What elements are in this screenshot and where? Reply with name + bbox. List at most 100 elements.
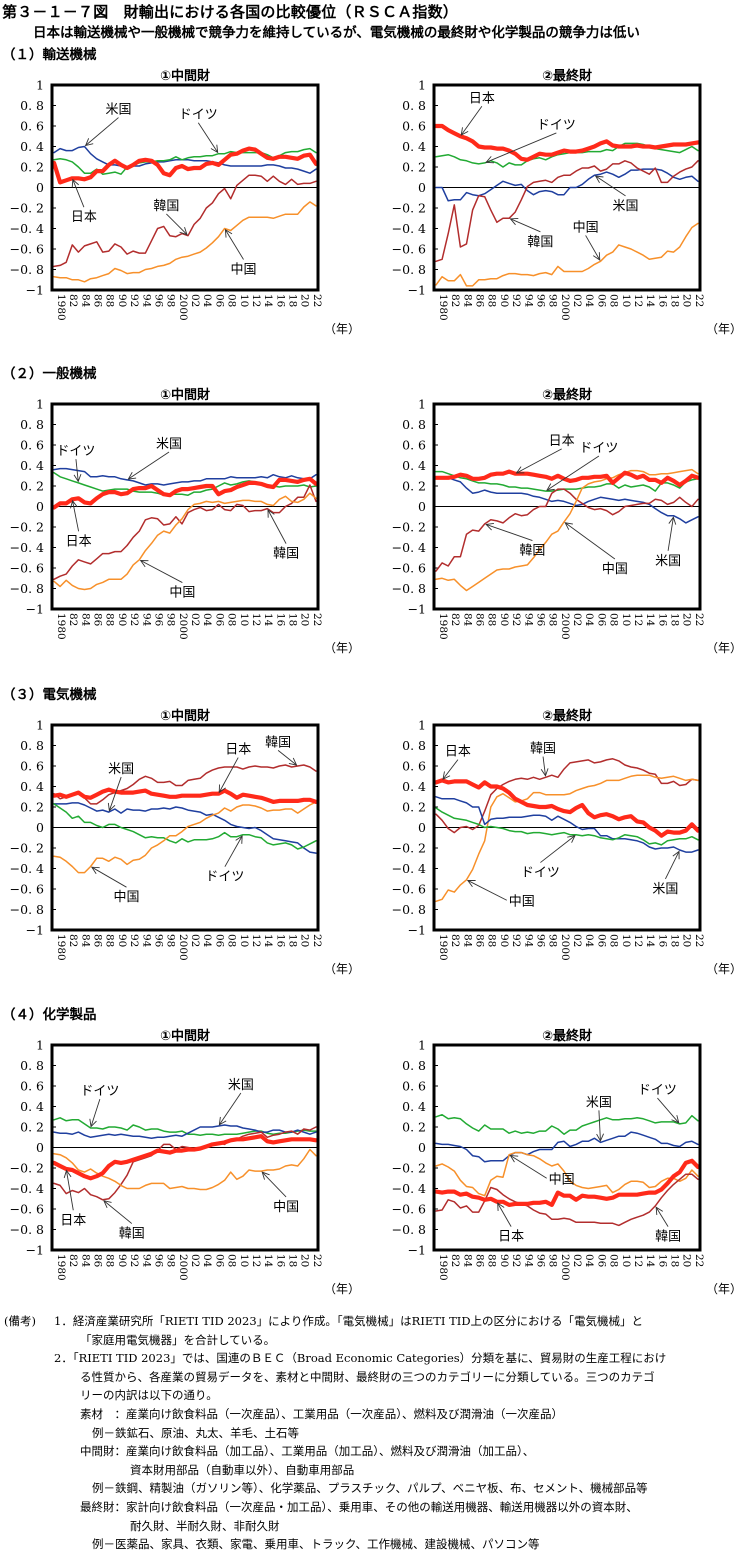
plot-frame bbox=[50, 402, 320, 611]
annotation-label-japan: 日本 bbox=[445, 745, 471, 760]
annotation-arrow bbox=[267, 509, 287, 544]
note-line: 2．「RIETI TID 2023」では、国連のＢＥＣ（Broad Econom… bbox=[54, 1351, 667, 1366]
series-line-usa bbox=[53, 467, 317, 486]
plot-frame bbox=[50, 1043, 320, 1252]
x-tick-label: 06 bbox=[595, 934, 607, 948]
x-axis-unit-label: （年） bbox=[706, 1282, 742, 1296]
section-title-general-machinery: （２）一般機械 bbox=[2, 366, 97, 382]
x-tick-label: 04 bbox=[583, 294, 595, 308]
y-tick-label: −0. 2 bbox=[10, 201, 44, 216]
y-tick-label: −0. 2 bbox=[392, 841, 426, 856]
y-tick-label: −1 bbox=[26, 1243, 44, 1258]
series-line-korea bbox=[53, 1126, 317, 1201]
annotation-label-korea: 韓国 bbox=[519, 544, 545, 559]
annotation-label-japan: 日本 bbox=[60, 1213, 86, 1228]
series-line-china bbox=[435, 774, 699, 903]
x-tick-label: 86 bbox=[474, 934, 486, 948]
y-tick-label: 1 bbox=[36, 78, 44, 93]
plot-frame bbox=[432, 402, 702, 611]
x-tick-label: 18 bbox=[669, 934, 681, 947]
x-tick-label: 18 bbox=[287, 1254, 299, 1267]
series-line-japan bbox=[51, 146, 319, 185]
x-tick-label: 10 bbox=[238, 294, 250, 307]
annotation-arrow bbox=[665, 851, 680, 880]
y-tick-label: 0. 6 bbox=[20, 438, 44, 453]
y-tick-label: 0. 2 bbox=[20, 1120, 44, 1135]
y-tick-label: −0. 8 bbox=[10, 1222, 44, 1237]
annotation-arrowhead-icon bbox=[672, 850, 680, 860]
annotation-arrowhead-icon bbox=[70, 499, 78, 509]
annotation-arrowhead-icon bbox=[89, 1118, 97, 1128]
x-tick-label: 22 bbox=[693, 1254, 705, 1267]
y-tick-label: 0. 8 bbox=[402, 738, 426, 753]
x-tick-label: 82 bbox=[449, 934, 461, 947]
annotation-arrowhead-icon bbox=[668, 516, 677, 525]
annotation-arrowhead-icon bbox=[107, 802, 116, 812]
x-tick-label: 04 bbox=[201, 934, 213, 948]
y-tick-label: 0. 8 bbox=[20, 1058, 44, 1073]
x-tick-label: 82 bbox=[67, 934, 79, 947]
annotation-arrow bbox=[72, 179, 85, 208]
x-tick-label: 82 bbox=[449, 294, 461, 307]
annotation-label-china: 中国 bbox=[549, 1172, 575, 1187]
x-tick-label: 20 bbox=[681, 934, 693, 947]
y-tick-label: 0. 4 bbox=[20, 1099, 44, 1114]
note-line: 最終財：家計向け飲食料品（一次産品・加工品）、乗用車、その他の輸送用機器、輸送用… bbox=[80, 1500, 638, 1514]
x-tick-label: 98 bbox=[165, 613, 177, 626]
x-tick-label: 10 bbox=[238, 934, 250, 947]
x-tick-label: 2000 bbox=[177, 934, 189, 961]
y-tick-label: 0. 6 bbox=[402, 438, 426, 453]
x-tick-label: 18 bbox=[287, 934, 299, 947]
note-line: 例－鉄鋼、精製油（ガソリン等）、化学薬品、プラスチック、パルプ、ベニヤ板、布、セ… bbox=[92, 1481, 648, 1496]
x-tick-label: 88 bbox=[104, 613, 116, 626]
annotation-arrowhead-icon bbox=[218, 1116, 227, 1126]
annotation-arrowhead-icon bbox=[127, 472, 137, 480]
y-tick-label: −0. 6 bbox=[392, 242, 426, 257]
x-tick-label: 12 bbox=[632, 294, 644, 307]
annotation-arrowhead-icon bbox=[71, 178, 79, 188]
x-tick-label: 92 bbox=[510, 294, 522, 307]
y-tick-label: 0. 2 bbox=[402, 1120, 426, 1135]
x-tick-label: 22 bbox=[693, 934, 705, 947]
x-tick-label: 16 bbox=[274, 934, 286, 948]
annotation-label-china: 中国 bbox=[231, 262, 257, 277]
x-axis-unit-label: （年） bbox=[324, 322, 360, 336]
x-tick-label: 94 bbox=[140, 294, 152, 308]
x-tick-label: 08 bbox=[608, 613, 620, 626]
annotation-arrowhead-icon bbox=[485, 522, 494, 531]
x-tick-label: 04 bbox=[583, 613, 595, 627]
annotation-label-usa: 米国 bbox=[652, 882, 678, 897]
annotation-label-japan: 日本 bbox=[549, 434, 575, 449]
series-line-china bbox=[435, 1151, 699, 1197]
annotation-label-korea: 韓国 bbox=[273, 547, 299, 562]
x-tick-label: 86 bbox=[92, 1254, 104, 1268]
y-tick-label: −1 bbox=[26, 923, 44, 938]
annotation-arrow bbox=[277, 750, 297, 766]
x-tick-label: 90 bbox=[116, 294, 128, 307]
series-line-germany bbox=[53, 471, 317, 496]
plot-frame bbox=[50, 83, 320, 292]
series-line-china bbox=[435, 222, 699, 287]
series-line-usa bbox=[53, 802, 317, 854]
y-tick-label: −0. 6 bbox=[10, 882, 44, 897]
note-line: 「家庭用電気機器」を合計している。 bbox=[80, 1332, 276, 1347]
annotation-label-germany: ドイツ bbox=[80, 1084, 119, 1099]
y-tick-label: 0. 2 bbox=[402, 160, 426, 175]
x-tick-label: 84 bbox=[79, 294, 91, 308]
x-tick-label: 14 bbox=[262, 613, 274, 627]
annotation-arrowhead-icon bbox=[460, 127, 469, 136]
x-tick-label: 20 bbox=[299, 1254, 311, 1267]
x-tick-label: 96 bbox=[152, 613, 164, 627]
x-tick-label: 12 bbox=[250, 934, 262, 947]
y-tick-label: −0. 6 bbox=[10, 561, 44, 576]
x-tick-label: 18 bbox=[287, 613, 299, 626]
annotation-arrowhead-icon bbox=[267, 508, 275, 518]
y-tick-label: −0. 4 bbox=[10, 540, 44, 555]
annotation-arrow bbox=[218, 757, 239, 793]
series-line-germany bbox=[435, 470, 699, 492]
x-tick-label: 96 bbox=[152, 294, 164, 308]
y-tick-label: 0. 6 bbox=[20, 1079, 44, 1094]
annotation-arrowhead-icon bbox=[509, 1154, 519, 1163]
